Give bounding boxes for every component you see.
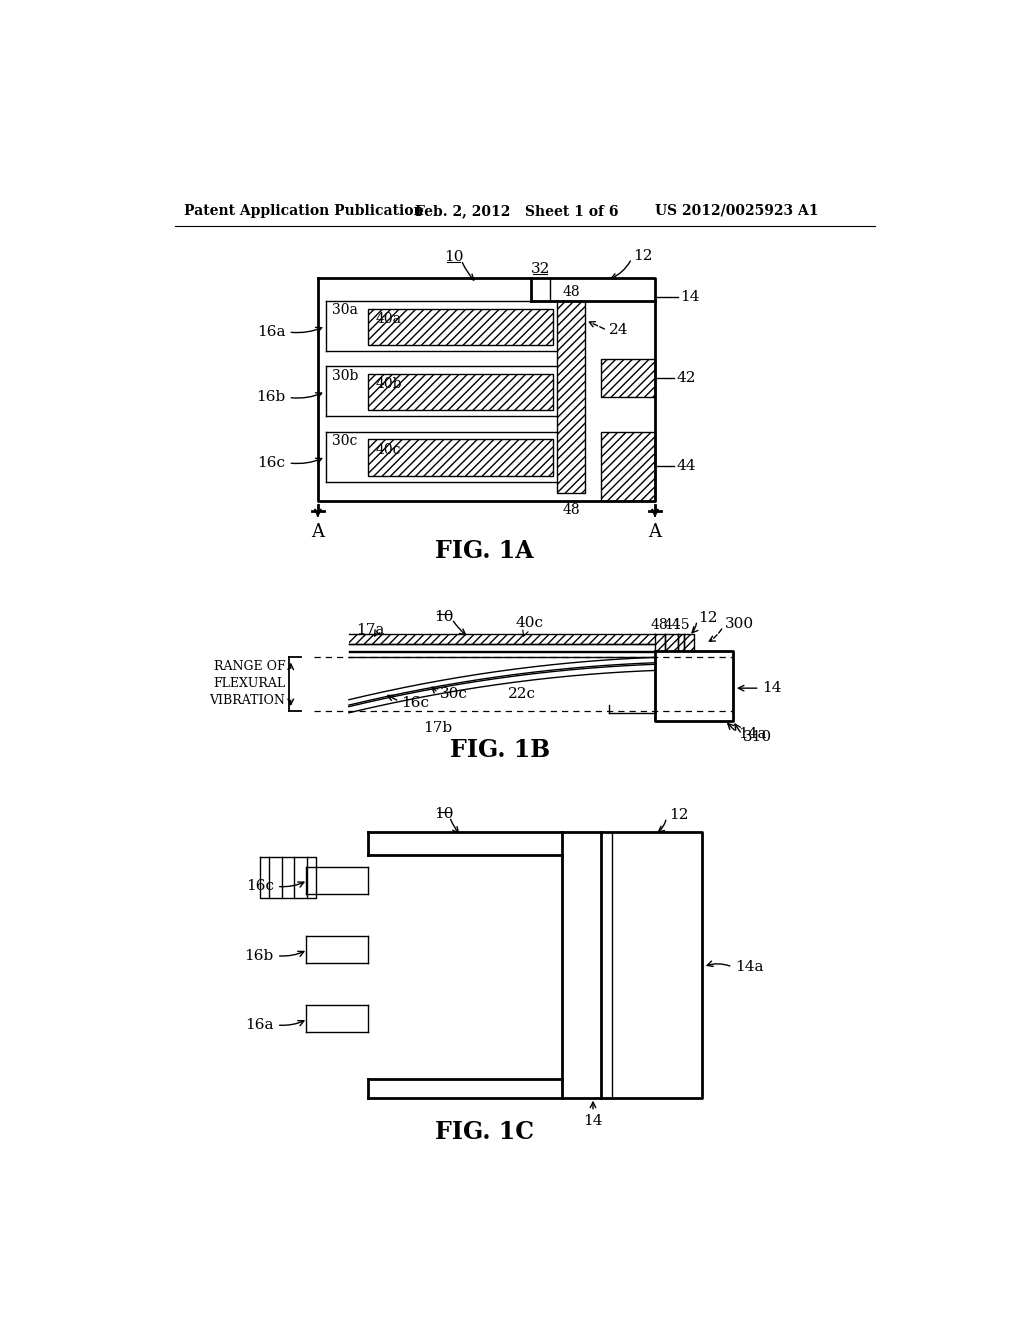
Text: 12: 12 [698, 611, 718, 626]
Text: 42: 42 [677, 371, 696, 385]
Text: Patent Application Publication: Patent Application Publication [183, 203, 424, 218]
Bar [601, 359, 655, 397]
Bar [369, 374, 554, 411]
Text: 48: 48 [562, 285, 581, 298]
Bar [665, 635, 678, 651]
Text: FIG. 1C: FIG. 1C [435, 1121, 534, 1144]
Bar [678, 635, 684, 651]
Text: 22c: 22c [508, 688, 536, 701]
Bar [369, 374, 554, 411]
Bar [684, 635, 693, 651]
Text: A: A [311, 523, 325, 541]
Text: 16c: 16c [246, 879, 273, 894]
Text: 40c: 40c [376, 442, 401, 457]
Bar [349, 635, 655, 644]
Text: 16a: 16a [245, 1018, 273, 1032]
Bar [369, 309, 554, 345]
Text: 17b: 17b [424, 721, 453, 734]
Text: 40b: 40b [376, 378, 402, 391]
Text: 30c: 30c [332, 434, 357, 447]
Text: 14: 14 [762, 681, 781, 696]
Text: RANGE OF
FLEXURAL
VIBRATION: RANGE OF FLEXURAL VIBRATION [210, 660, 286, 708]
Text: 44: 44 [677, 459, 696, 474]
Text: 16c: 16c [257, 455, 286, 470]
Text: 12: 12 [633, 249, 653, 263]
Text: 16c: 16c [401, 696, 430, 710]
Text: 30a: 30a [332, 304, 357, 317]
Text: 30b: 30b [332, 368, 358, 383]
Text: 14a: 14a [735, 960, 763, 974]
Text: 12: 12 [669, 808, 688, 822]
Text: 24: 24 [608, 323, 628, 337]
Text: 10: 10 [434, 610, 454, 623]
Bar [601, 432, 655, 502]
Bar [369, 440, 554, 475]
Bar [601, 359, 655, 397]
Bar [557, 301, 586, 494]
Bar [369, 309, 554, 345]
Text: 14a: 14a [738, 727, 766, 742]
Bar [655, 635, 665, 651]
Text: 14: 14 [681, 290, 700, 304]
Text: Feb. 2, 2012   Sheet 1 of 6: Feb. 2, 2012 Sheet 1 of 6 [415, 203, 618, 218]
Text: 14: 14 [584, 1114, 603, 1129]
Bar [601, 432, 655, 502]
Text: 10: 10 [443, 249, 463, 264]
Text: 15: 15 [673, 618, 690, 632]
Text: 310: 310 [743, 730, 772, 743]
Text: A: A [648, 523, 662, 541]
Text: 40c: 40c [515, 616, 544, 631]
Text: 16b: 16b [256, 391, 286, 404]
Text: 48: 48 [562, 503, 581, 517]
Bar [369, 440, 554, 475]
Text: FIG. 1B: FIG. 1B [450, 738, 550, 762]
Bar [557, 301, 586, 494]
Text: 300: 300 [725, 618, 754, 631]
Text: US 2012/0025923 A1: US 2012/0025923 A1 [655, 203, 818, 218]
Text: 44: 44 [664, 618, 681, 632]
Text: 30c: 30c [439, 688, 467, 701]
Text: 32: 32 [530, 261, 550, 276]
Text: 16b: 16b [245, 949, 273, 962]
Text: 17a: 17a [356, 623, 385, 636]
Text: 40a: 40a [376, 312, 402, 326]
Text: 10: 10 [434, 808, 454, 821]
Text: 16a: 16a [257, 325, 286, 339]
Text: FIG. 1A: FIG. 1A [435, 539, 534, 564]
Text: 48: 48 [651, 618, 669, 632]
